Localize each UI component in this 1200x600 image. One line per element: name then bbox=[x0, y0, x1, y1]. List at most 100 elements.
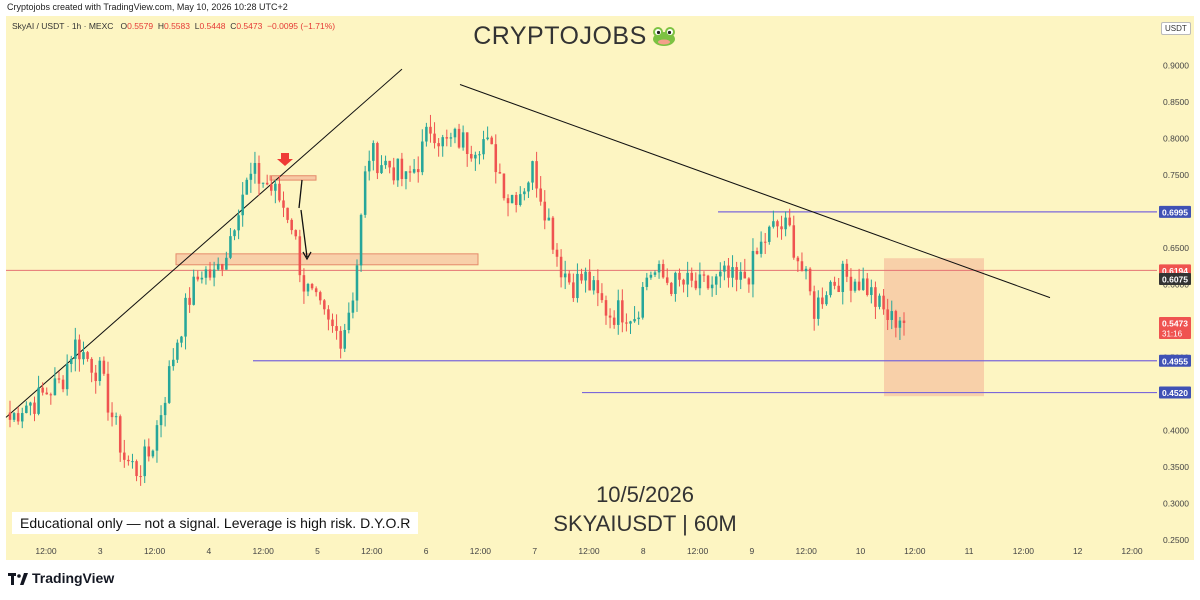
candle-body[interactable] bbox=[400, 158, 404, 179]
candle-body[interactable] bbox=[629, 321, 632, 324]
candle-body[interactable] bbox=[37, 387, 40, 414]
candle-body[interactable] bbox=[65, 364, 69, 390]
candle-body[interactable] bbox=[388, 160, 391, 168]
candle-body[interactable] bbox=[751, 251, 755, 285]
candle-body[interactable] bbox=[339, 330, 342, 349]
candle-body[interactable] bbox=[792, 225, 796, 258]
candle-body[interactable] bbox=[482, 139, 485, 155]
candle-body[interactable] bbox=[678, 272, 681, 280]
candle-body[interactable] bbox=[506, 198, 510, 204]
candle-body[interactable] bbox=[731, 267, 734, 278]
candle-body[interactable] bbox=[592, 280, 596, 291]
candle-body[interactable] bbox=[870, 287, 873, 296]
candle-body[interactable] bbox=[461, 132, 465, 148]
candle-body[interactable] bbox=[172, 359, 175, 367]
candle-body[interactable] bbox=[331, 319, 334, 327]
candle-body[interactable] bbox=[376, 143, 379, 174]
candle-body[interactable] bbox=[576, 273, 579, 299]
candle-body[interactable] bbox=[865, 278, 869, 296]
candle-body[interactable] bbox=[367, 160, 371, 172]
candle-body[interactable] bbox=[857, 281, 861, 290]
candle-body[interactable] bbox=[392, 167, 395, 181]
candle-body[interactable] bbox=[355, 265, 359, 301]
candle-body[interactable] bbox=[143, 446, 146, 477]
candle-body[interactable] bbox=[686, 272, 689, 285]
candle-body[interactable] bbox=[641, 286, 645, 318]
candle-body[interactable] bbox=[110, 412, 114, 418]
candle-body[interactable] bbox=[45, 392, 49, 395]
candle-body[interactable] bbox=[57, 378, 61, 380]
candle-body[interactable] bbox=[817, 297, 820, 319]
candle-body[interactable] bbox=[453, 128, 457, 138]
candle-body[interactable] bbox=[502, 173, 506, 199]
price-axis[interactable] bbox=[1157, 16, 1194, 560]
candle-body[interactable] bbox=[294, 230, 298, 237]
candle-body[interactable] bbox=[890, 311, 894, 320]
candle-body[interactable] bbox=[898, 320, 902, 328]
candle-body[interactable] bbox=[278, 183, 281, 201]
candle-body[interactable] bbox=[159, 415, 163, 426]
candle-body[interactable] bbox=[196, 276, 200, 280]
candle-body[interactable] bbox=[380, 165, 383, 174]
candle-body[interactable] bbox=[633, 319, 636, 322]
candle-body[interactable] bbox=[351, 300, 355, 313]
tradingview-logo[interactable]: TradingView bbox=[8, 570, 114, 586]
candle-body[interactable] bbox=[445, 137, 449, 139]
candle-body[interactable] bbox=[412, 169, 416, 173]
candle-body[interactable] bbox=[433, 133, 436, 144]
candle-body[interactable] bbox=[682, 279, 685, 285]
candle-body[interactable] bbox=[739, 271, 742, 280]
candle-body[interactable] bbox=[886, 309, 889, 320]
candle-body[interactable] bbox=[74, 339, 77, 359]
candle-body[interactable] bbox=[625, 322, 628, 324]
candle-body[interactable] bbox=[404, 171, 408, 179]
candle-body[interactable] bbox=[727, 265, 730, 278]
candle-body[interactable] bbox=[151, 450, 155, 457]
candle-body[interactable] bbox=[531, 161, 534, 183]
candle-body[interactable] bbox=[519, 194, 522, 205]
candle-body[interactable] bbox=[547, 217, 551, 221]
candle-body[interactable] bbox=[600, 293, 604, 301]
candle-body[interactable] bbox=[694, 280, 698, 289]
candle-body[interactable] bbox=[237, 215, 240, 231]
candle-body[interactable] bbox=[131, 461, 134, 463]
candle-body[interactable] bbox=[257, 163, 261, 184]
candle-body[interactable] bbox=[249, 173, 253, 180]
candle-body[interactable] bbox=[670, 282, 673, 294]
candle-body[interactable] bbox=[310, 284, 314, 289]
candle-body[interactable] bbox=[163, 402, 167, 416]
candle-body[interactable] bbox=[580, 273, 583, 281]
candle-body[interactable] bbox=[853, 281, 857, 291]
candle-body[interactable] bbox=[621, 300, 624, 323]
candle-body[interactable] bbox=[192, 276, 195, 305]
candle-body[interactable] bbox=[588, 271, 591, 291]
candle-body[interactable] bbox=[665, 277, 669, 283]
candle-body[interactable] bbox=[176, 342, 179, 360]
candle-body[interactable] bbox=[833, 281, 836, 286]
candle-body[interactable] bbox=[723, 265, 726, 272]
candle-body[interactable] bbox=[882, 295, 885, 310]
candle-body[interactable] bbox=[290, 219, 293, 231]
candle-body[interactable] bbox=[894, 311, 898, 328]
candle-body[interactable] bbox=[245, 179, 249, 195]
candle-body[interactable] bbox=[123, 452, 126, 460]
candle-body[interactable] bbox=[829, 281, 832, 296]
candle-body[interactable] bbox=[155, 425, 159, 451]
candle-body[interactable] bbox=[494, 144, 498, 173]
candle-body[interactable] bbox=[845, 263, 849, 277]
candle-body[interactable] bbox=[804, 268, 808, 272]
candle-body[interactable] bbox=[286, 207, 289, 220]
candle-body[interactable] bbox=[216, 263, 220, 270]
candle-body[interactable] bbox=[429, 126, 432, 134]
candle-body[interactable] bbox=[661, 264, 665, 278]
candle-body[interactable] bbox=[674, 272, 677, 294]
candle-body[interactable] bbox=[241, 194, 244, 216]
candle-body[interactable] bbox=[604, 300, 608, 316]
candle-body[interactable] bbox=[139, 476, 142, 478]
candle-body[interactable] bbox=[612, 317, 616, 325]
candle-body[interactable] bbox=[523, 191, 526, 195]
candle-body[interactable] bbox=[302, 275, 306, 292]
candle-body[interactable] bbox=[261, 182, 265, 184]
candle-body[interactable] bbox=[763, 241, 767, 243]
